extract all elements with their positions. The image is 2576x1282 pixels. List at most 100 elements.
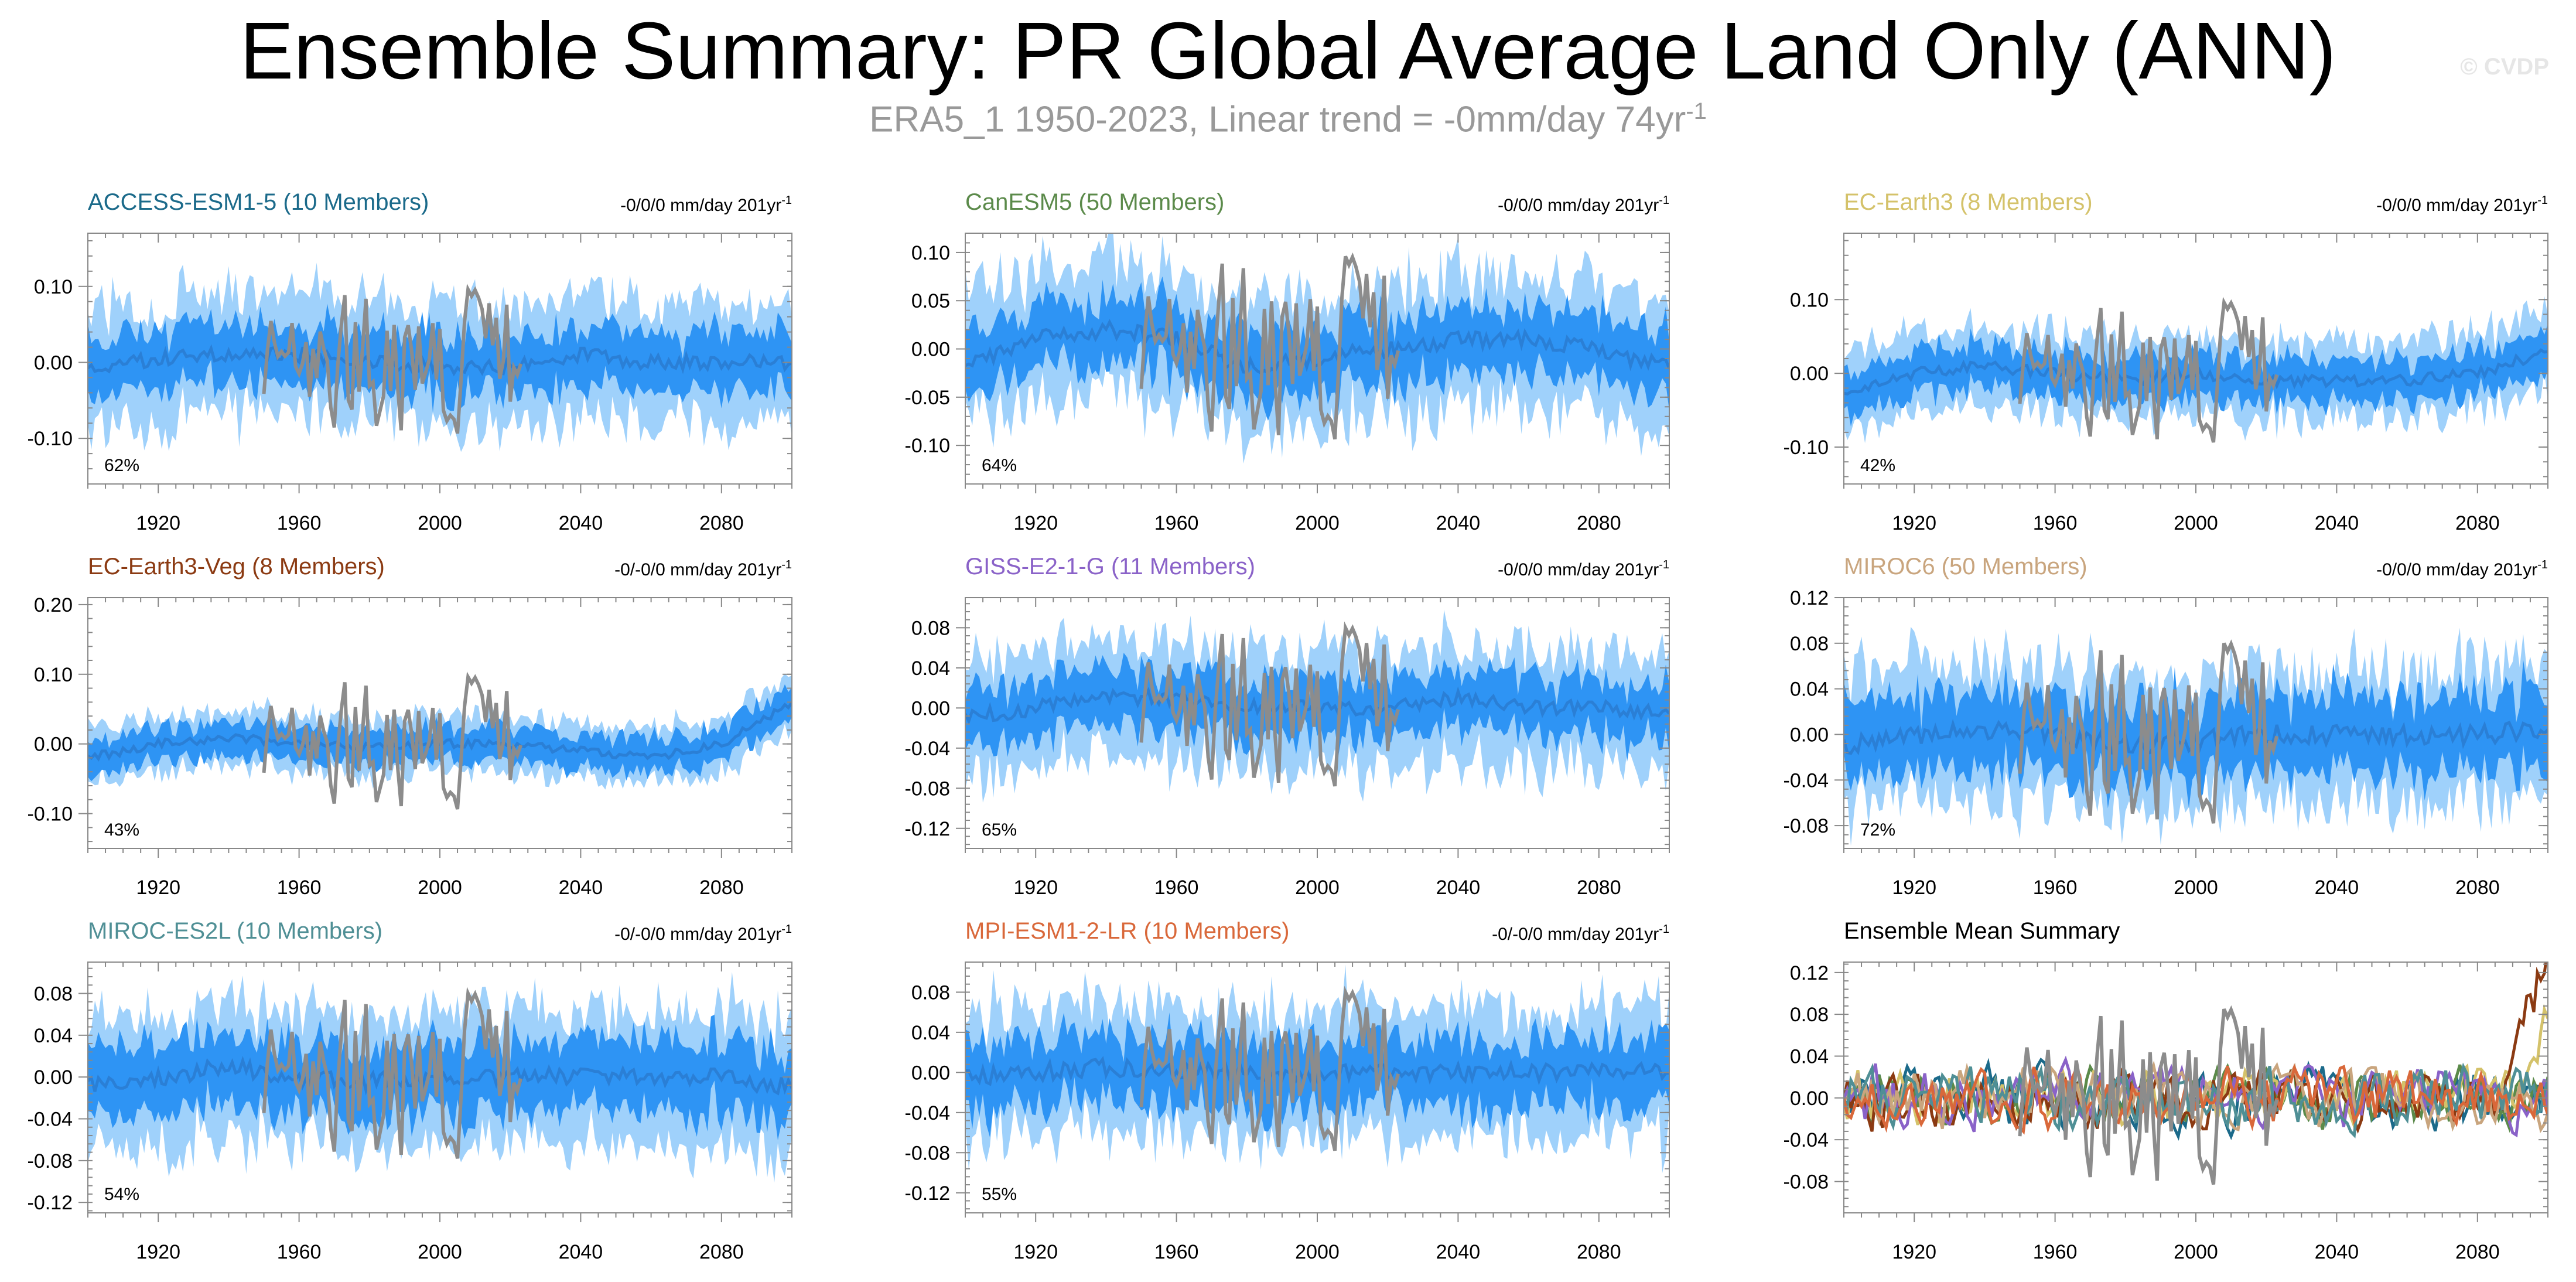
panel-trend-label: -0/-0/0 mm/day 201yr-1: [614, 558, 792, 579]
y-tick-label: 0.00: [911, 697, 950, 720]
panel-percent-label: 43%: [104, 820, 139, 840]
chart-panel-4: EC-Earth3-Veg (8 Members) -0/-0/0 mm/day …: [28, 554, 792, 899]
x-tick-label: 1960: [277, 877, 322, 899]
panel-trend-label: -0/0/0 mm/day 201yr-1: [1498, 558, 1669, 579]
plot-area: [88, 971, 792, 1183]
y-tick-label: -0.04: [1784, 769, 1829, 792]
plot-area: [1844, 296, 2548, 444]
panel-title: Ensemble Mean Summary: [1844, 918, 2120, 944]
y-tick-label: -0.10: [905, 435, 951, 457]
x-tick-label: 1960: [2033, 512, 2078, 534]
observations-line: [2018, 296, 2279, 443]
y-tick-label: 0.00: [34, 352, 73, 374]
ensemble-mean-line: [965, 319, 1669, 376]
ensemble-mean-line: [965, 1056, 1669, 1086]
x-tick-label: 1920: [136, 1241, 180, 1263]
plot-area: [1844, 962, 2548, 1185]
chart-panel-9: Ensemble Mean Summary -0.08 -0.04 0.00 0.04 0…: [1784, 918, 2548, 1263]
y-tick-label: -0.08: [1784, 1171, 1829, 1194]
y-tick-label: -0.10: [28, 803, 73, 826]
summary-line-era5_1: [2018, 1005, 2279, 1185]
x-tick-label: 1920: [136, 512, 180, 534]
y-tick-label: -0.08: [1784, 815, 1829, 837]
y-tick-label: 0.20: [34, 594, 73, 616]
panel-title: MIROC-ES2L (10 Members): [88, 918, 382, 944]
y-tick-label: -0.08: [905, 778, 951, 800]
x-tick-label: 1920: [136, 877, 180, 899]
chart-panel-2: CanESM5 (50 Members) -0/0/0 mm/day 201yr-…: [905, 189, 1670, 534]
y-tick-label: 0.08: [911, 617, 950, 639]
panel-trend-label: -0/0/0 mm/day 201yr-1: [2376, 194, 2548, 215]
summary-line-miroc6: [1844, 1060, 2548, 1133]
x-tick-label: 2080: [1577, 1241, 1621, 1263]
x-tick-label: 2000: [1295, 512, 1340, 534]
x-tick-label: 2000: [418, 512, 462, 534]
x-tick-label: 2080: [699, 1241, 744, 1263]
y-tick-label: 0.04: [1790, 678, 1829, 701]
figure-subtitle: ERA5_1 1950-2023, Linear trend = -0mm/da…: [0, 98, 2576, 141]
x-tick-label: 2040: [2315, 1241, 2359, 1263]
panel-trend-label: -0/-0/0 mm/day 201yr-1: [1492, 923, 1669, 944]
x-tick-label: 2080: [1577, 877, 1621, 899]
y-tick-label: -0.04: [1784, 1129, 1829, 1151]
y-tick-label: -0.12: [28, 1192, 73, 1214]
panel-percent-label: 72%: [1860, 820, 1895, 840]
x-tick-label: 1920: [1892, 1241, 1936, 1263]
observations-line: [262, 283, 523, 434]
x-tick-label: 2080: [699, 512, 744, 534]
x-tick-label: 2080: [1577, 512, 1621, 534]
x-tick-label: 2040: [559, 877, 603, 899]
x-tick-label: 2000: [2174, 877, 2218, 899]
y-tick-label: 0.10: [911, 242, 950, 264]
panel-title: CanESM5 (50 Members): [965, 189, 1224, 215]
subtitle-text: ERA5_1 1950-2023, Linear trend = -0mm/da…: [869, 99, 1686, 140]
y-tick-label: 0.10: [1790, 289, 1829, 311]
y-tick-label: 0.00: [1790, 1087, 1829, 1110]
y-tick-label: 0.00: [34, 734, 73, 756]
y-tick-label: -0.08: [28, 1150, 73, 1172]
x-tick-label: 2040: [559, 512, 603, 534]
chart-panel-8: MPI-ESM1-2-LR (10 Members) -0/-0/0 mm/day…: [905, 918, 1670, 1263]
panel-title: EC-Earth3-Veg (8 Members): [88, 554, 385, 579]
x-tick-label: 1960: [1154, 877, 1199, 899]
plot-area: [88, 262, 792, 452]
y-tick-label: 0.04: [1790, 1046, 1829, 1068]
x-tick-label: 1960: [1154, 512, 1199, 534]
y-tick-label: 0.10: [34, 664, 73, 686]
x-tick-label: 2080: [2455, 1241, 2500, 1263]
panel-percent-label: 42%: [1860, 456, 1895, 475]
y-tick-label: 0.00: [34, 1066, 73, 1089]
plot-area: [88, 671, 792, 810]
figure-title: Ensemble Summary: PR Global Average Land…: [240, 6, 2336, 96]
y-tick-label: 0.08: [1790, 633, 1829, 655]
y-tick-label: -0.10: [1784, 437, 1829, 459]
y-tick-label: 0.10: [34, 276, 73, 298]
x-tick-label: 1920: [1013, 1241, 1058, 1263]
plot-area: [965, 609, 1669, 803]
x-tick-label: 2040: [2315, 512, 2359, 534]
x-tick-label: 1960: [2033, 1241, 2078, 1263]
summary-line-mpi-esm1-2-lr: [1844, 1063, 2548, 1135]
x-tick-label: 2000: [418, 1241, 462, 1263]
y-tick-label: 0.04: [34, 1025, 73, 1047]
x-tick-label: 2000: [2174, 1241, 2218, 1263]
panel-percent-label: 55%: [982, 1185, 1017, 1204]
panel-title: GISS-E2-1-G (11 Members): [965, 554, 1255, 579]
y-tick-label: -0.05: [905, 387, 951, 409]
y-tick-label: 0.08: [34, 983, 73, 1005]
chart-panel-3: EC-Earth3 (8 Members) -0/0/0 mm/day 201yr…: [1784, 189, 2548, 534]
panel-title: MIROC6 (50 Members): [1844, 554, 2088, 579]
observations-line: [1139, 252, 1400, 440]
observations-line: [262, 987, 523, 1159]
y-tick-label: 0.08: [911, 981, 950, 1004]
x-tick-label: 1960: [2033, 877, 2078, 899]
panel-trend-label: -0/-0/0 mm/day 201yr-1: [614, 923, 792, 944]
x-tick-label: 2040: [1436, 877, 1481, 899]
x-tick-label: 1920: [1013, 877, 1058, 899]
y-tick-label: 0.12: [1790, 587, 1829, 609]
x-tick-label: 2040: [559, 1241, 603, 1263]
watermark-text: © CVDP: [2460, 54, 2549, 80]
y-tick-label: -0.08: [905, 1142, 951, 1164]
observations-line: [1139, 621, 1400, 787]
